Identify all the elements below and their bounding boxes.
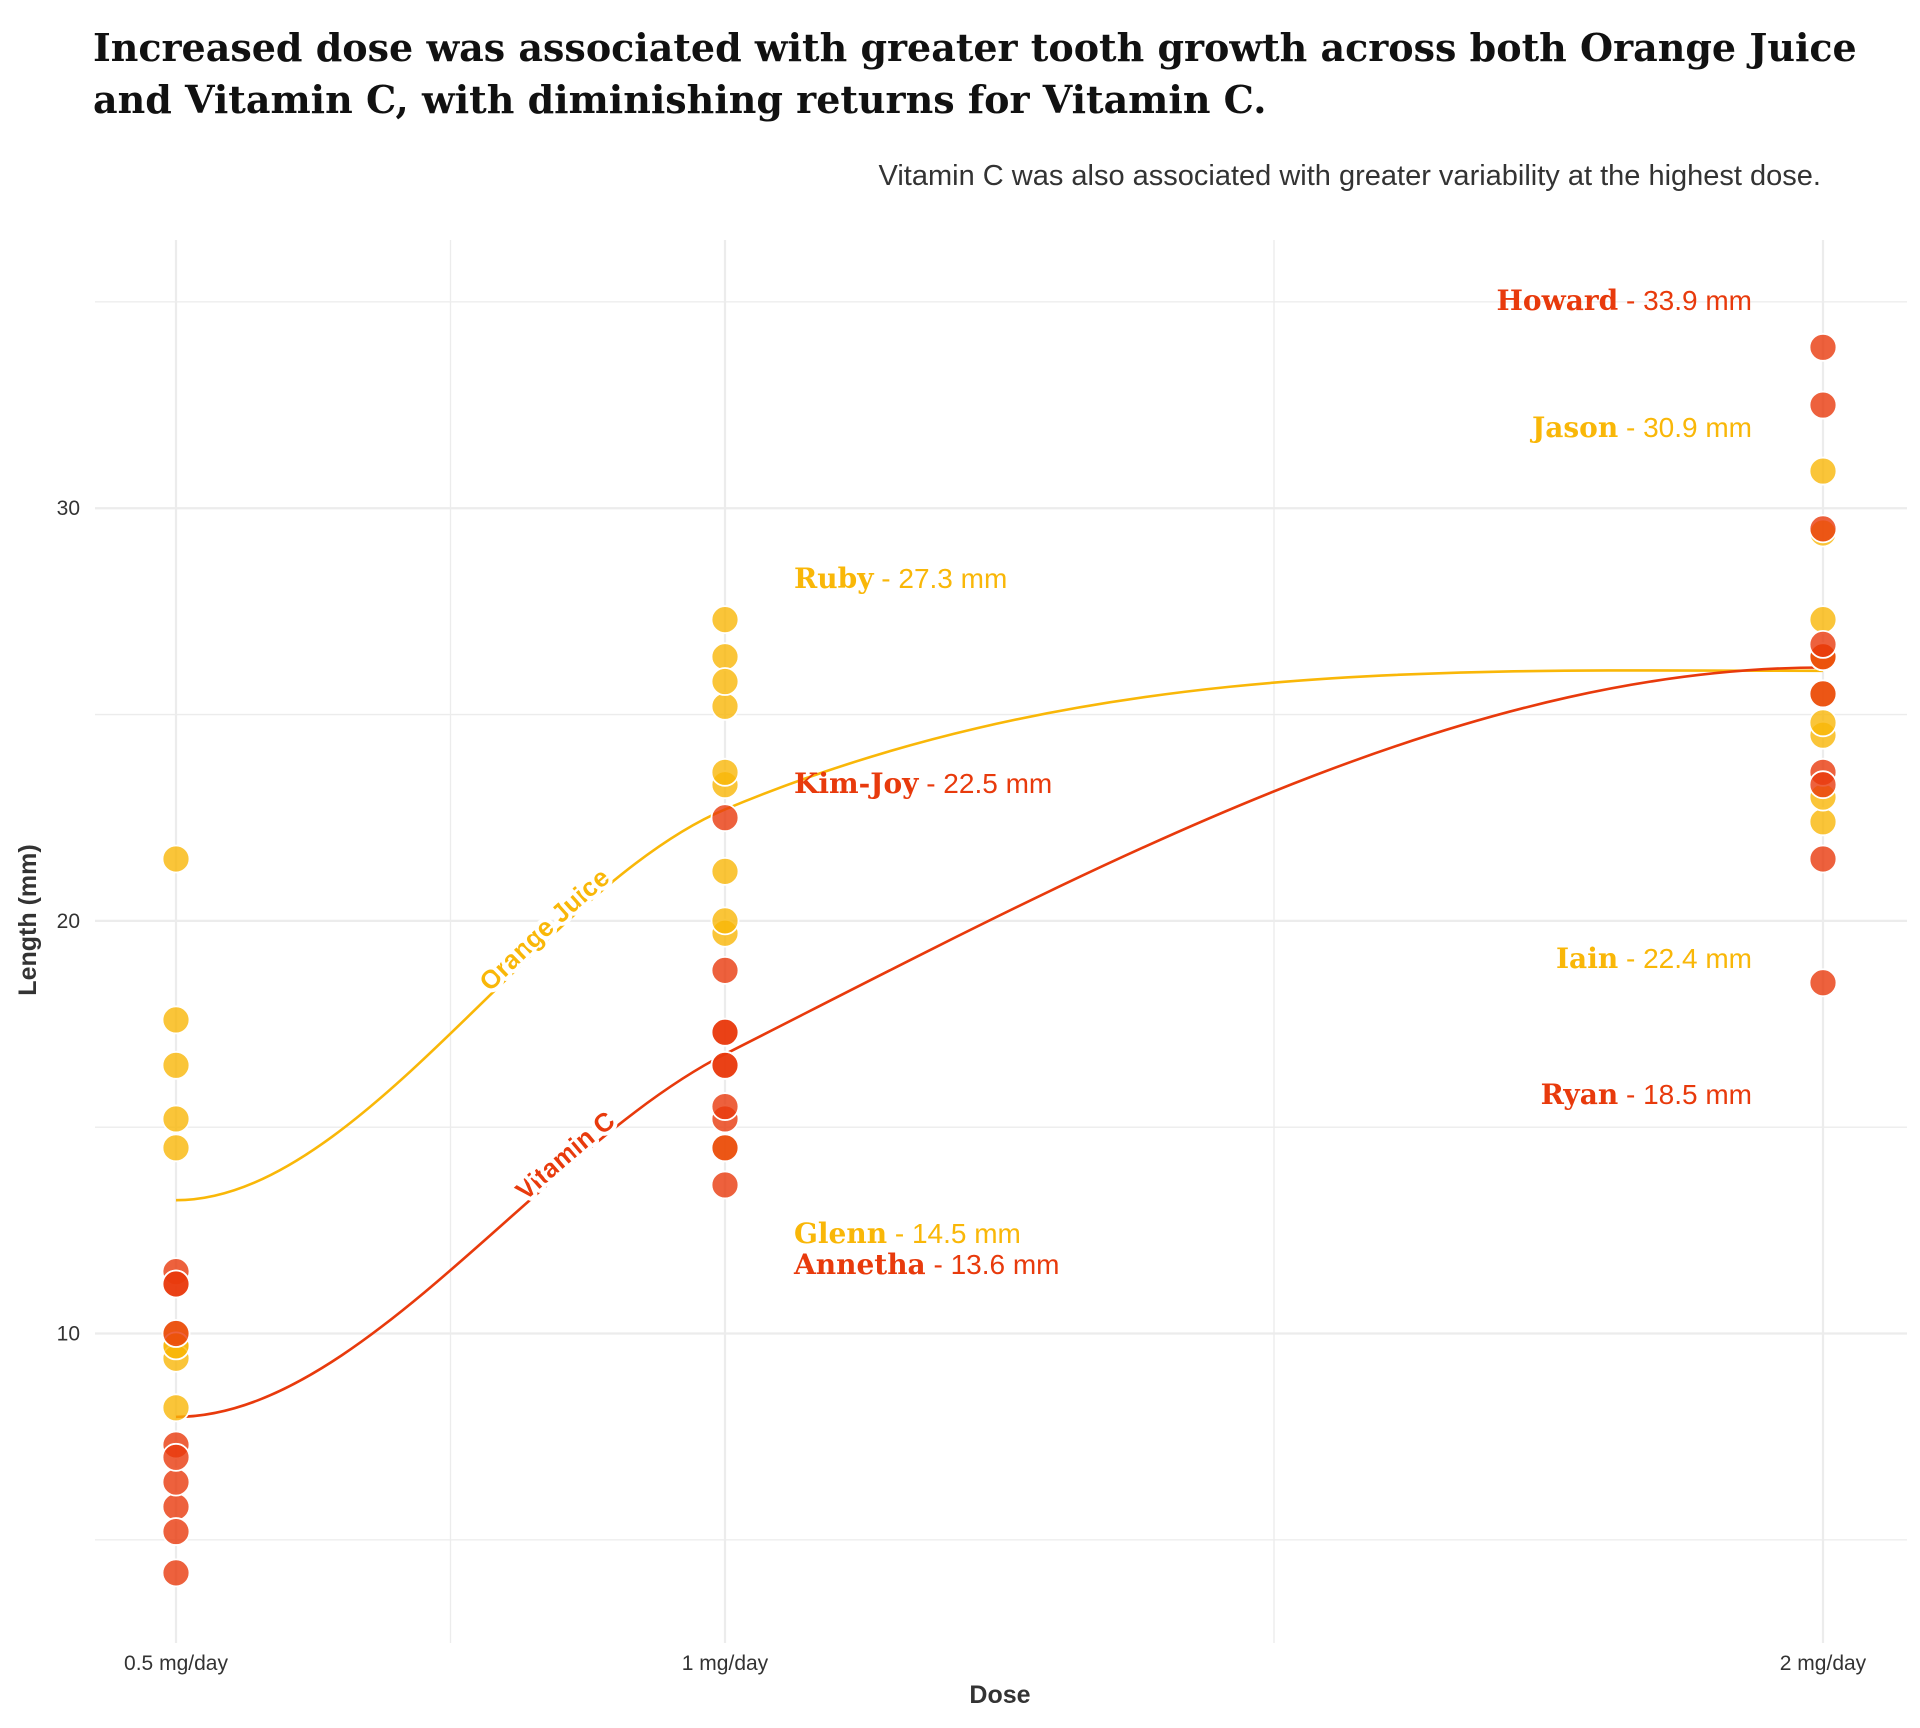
data-point bbox=[1808, 770, 1838, 800]
annotation-value: - 22.4 mm bbox=[1618, 943, 1752, 974]
data-point bbox=[161, 1005, 191, 1035]
annotation-value: - 27.3 mm bbox=[873, 563, 1007, 594]
data-point bbox=[710, 1133, 740, 1163]
annotation-name: Ryan bbox=[1541, 1078, 1619, 1111]
data-point bbox=[1808, 968, 1838, 998]
annotation-kim-joy: Kim-Joy - 22.5 mm bbox=[794, 767, 1052, 800]
y-tick-label: 10 bbox=[57, 1323, 80, 1346]
annotation-value: - 13.6 mm bbox=[926, 1249, 1060, 1280]
data-point bbox=[710, 955, 740, 985]
data-point bbox=[161, 1050, 191, 1080]
annotation-name: Jason bbox=[1529, 411, 1618, 444]
data-point bbox=[1808, 514, 1838, 544]
data-point bbox=[710, 1092, 740, 1121]
trend-line-vitamin-c bbox=[175, 666, 1824, 1419]
data-point bbox=[161, 1269, 191, 1299]
data-points bbox=[161, 332, 1838, 1588]
curve-label-vitamin-c: Vitamin C bbox=[510, 1105, 621, 1206]
data-point bbox=[161, 844, 191, 874]
data-point bbox=[161, 1133, 191, 1163]
data-point bbox=[710, 1017, 740, 1047]
chart-subtitle: Vitamin C was also associated with great… bbox=[878, 160, 1821, 192]
data-point bbox=[710, 803, 740, 833]
x-tick-label: 0.5 mg/day bbox=[124, 1652, 228, 1675]
curve-label-orange-juice: Orange Juice bbox=[473, 862, 615, 997]
data-point bbox=[161, 1558, 191, 1588]
data-point bbox=[710, 642, 740, 672]
data-point bbox=[1808, 807, 1838, 837]
data-point bbox=[710, 757, 740, 787]
annotation-iain: Iain - 22.4 mm bbox=[1556, 942, 1752, 975]
annotation-name: Howard bbox=[1496, 284, 1618, 317]
annotation-value: - 30.9 mm bbox=[1618, 412, 1752, 443]
annotation-glenn: Glenn - 14.5 mm bbox=[794, 1217, 1021, 1250]
y-tick-label: 20 bbox=[57, 910, 80, 933]
data-point bbox=[710, 605, 740, 635]
annotation-value: - 22.5 mm bbox=[918, 768, 1052, 799]
data-point bbox=[1808, 390, 1838, 420]
data-point bbox=[161, 1467, 191, 1497]
data-point bbox=[710, 856, 740, 886]
annotation-annetha: Annetha - 13.6 mm bbox=[793, 1248, 1060, 1281]
y-axis-title: Length (mm) bbox=[14, 844, 42, 995]
data-point bbox=[161, 1517, 191, 1546]
data-point bbox=[161, 1492, 191, 1522]
annotation-value: - 33.9 mm bbox=[1618, 285, 1752, 316]
data-point bbox=[1808, 679, 1838, 709]
annotation-value: - 18.5 mm bbox=[1618, 1079, 1752, 1110]
x-axis-title: Dose bbox=[969, 1681, 1030, 1709]
x-tick-label: 2 mg/day bbox=[1780, 1652, 1867, 1675]
data-point bbox=[1808, 844, 1838, 874]
annotation-name: Ruby bbox=[794, 562, 874, 595]
annotation-name: Kim-Joy bbox=[794, 767, 919, 800]
data-point bbox=[1808, 708, 1838, 738]
data-point bbox=[1808, 456, 1838, 486]
data-point bbox=[161, 1393, 191, 1423]
data-point bbox=[161, 1104, 191, 1134]
annotation-howard: Howard - 33.9 mm bbox=[1496, 284, 1752, 317]
annotation-name: Glenn bbox=[794, 1217, 887, 1250]
annotation-name: Iain bbox=[1556, 942, 1618, 975]
axis-ticks: 10 20 30 0.5 mg/day 1 mg/day 2 mg/day bbox=[57, 497, 1867, 1675]
annotation-ryan: Ryan - 18.5 mm bbox=[1541, 1078, 1752, 1111]
y-tick-label: 30 bbox=[57, 497, 80, 520]
x-tick-label: 1 mg/day bbox=[682, 1652, 769, 1675]
data-point bbox=[710, 1050, 740, 1080]
grid-lines bbox=[95, 240, 1907, 1643]
annotations: Howard - 33.9 mm Jason - 30.9 mm Ruby - 27… bbox=[793, 284, 1752, 1281]
data-point bbox=[710, 1170, 740, 1200]
annotation-ruby: Ruby - 27.3 mm bbox=[794, 562, 1007, 595]
data-point bbox=[710, 691, 740, 721]
data-point bbox=[1808, 629, 1838, 659]
chart-title: Increased dose was associated with great… bbox=[93, 25, 1857, 122]
trend-line-orange-juice bbox=[175, 669, 1824, 1202]
data-point bbox=[161, 1319, 191, 1348]
data-point bbox=[1808, 605, 1838, 635]
annotation-name: Annetha bbox=[793, 1248, 926, 1281]
annotation-jason: Jason - 30.9 mm bbox=[1529, 411, 1752, 444]
data-point bbox=[1808, 332, 1838, 362]
data-point bbox=[710, 906, 740, 936]
data-point bbox=[710, 667, 740, 696]
data-point bbox=[161, 1442, 191, 1472]
annotation-value: - 14.5 mm bbox=[887, 1218, 1021, 1249]
